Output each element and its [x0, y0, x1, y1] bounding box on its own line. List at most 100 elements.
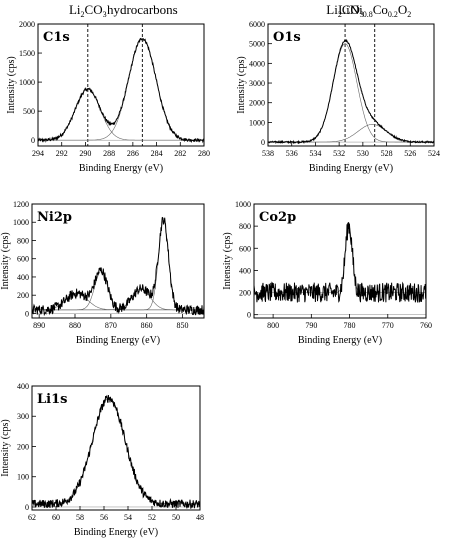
fit-component: [32, 219, 204, 311]
y-tick-label: 1000: [19, 78, 35, 87]
x-axis-title: Binding Energy (eV): [309, 163, 393, 174]
panel-ni2p: 890 880 870 860 850 0 200 400 600 800 1000 1200 Bind…: [0, 200, 205, 346]
y-tick-label: 200: [17, 291, 29, 300]
x-tick-label: 800: [267, 321, 279, 330]
x-tick-label: 62: [28, 513, 36, 522]
y-tick-label: 800: [17, 236, 29, 245]
y-tick-label: 100: [17, 473, 29, 482]
panel-label: O1s: [273, 30, 301, 45]
y-tick-label: 400: [17, 382, 29, 391]
y-tick-label: 1000: [13, 218, 29, 227]
y-tick-label: 2000: [249, 99, 265, 108]
x-tick-label: 54: [124, 513, 132, 522]
y-tick-label: 300: [17, 412, 29, 421]
spectrum-line: [32, 394, 200, 510]
x-tick-label: 760: [420, 321, 432, 330]
y-tick-label: 500: [23, 107, 35, 116]
y-tick-label: 0: [31, 136, 35, 145]
fit-component: [38, 88, 204, 141]
panel-label: Ni2p: [37, 210, 72, 225]
fit-component: [268, 124, 434, 143]
fit-component: [32, 288, 204, 311]
y-tick-label: 400: [239, 266, 251, 275]
reference-label: hydrocarbons: [107, 2, 178, 17]
x-tick-label: 60: [52, 513, 60, 522]
reference-label: LiNi0.8Co0.2O2: [338, 2, 411, 19]
panel-label: Co2p: [259, 210, 296, 225]
y-tick-label: 0: [25, 503, 29, 512]
fit-component: [268, 43, 434, 143]
y-tick-label: 2000: [19, 20, 35, 29]
panel-label: C1s: [43, 30, 70, 45]
x-axis-title: Binding Energy (eV): [74, 527, 158, 538]
x-tick-label: 286: [127, 149, 139, 158]
x-tick-label: 880: [69, 321, 81, 330]
x-tick-label: 290: [79, 149, 91, 158]
y-axis-title: Intensity (cps): [6, 56, 17, 114]
plot-frame: [31, 203, 205, 319]
panel-label: Li1s: [37, 392, 67, 407]
reference-label: Li2CO3: [69, 2, 107, 19]
x-tick-label: 860: [141, 321, 153, 330]
y-tick-label: 1500: [19, 49, 35, 58]
y-tick-label: 1200: [13, 200, 29, 209]
fit-component: [254, 224, 426, 293]
x-axis-title: Binding Energy (eV): [76, 335, 160, 346]
y-tick-label: 400: [17, 273, 29, 282]
y-tick-label: 5000: [249, 40, 265, 49]
x-tick-label: 280: [198, 149, 210, 158]
x-tick-label: 284: [151, 149, 163, 158]
y-tick-label: 200: [239, 289, 251, 298]
y-tick-label: 1000: [249, 118, 265, 127]
y-tick-label: 0: [261, 138, 265, 147]
y-tick-label: 200: [17, 442, 29, 451]
panel-li1s: 62 60 58 56 54 52 50 48 0 100 200 300 400 Binding Ene…: [0, 382, 204, 538]
x-tick-label: 528: [381, 149, 393, 158]
y-tick-label: 6000: [249, 20, 265, 29]
x-tick-label: 850: [177, 321, 189, 330]
spectrum-line: [32, 216, 204, 317]
x-tick-label: 534: [309, 149, 321, 158]
x-tick-label: 48: [196, 513, 204, 522]
y-tick-label: 3000: [249, 79, 265, 88]
y-axis-title: Intensity (cps): [0, 232, 11, 290]
y-tick-label: 1000: [235, 200, 251, 209]
y-tick-label: 600: [239, 244, 251, 253]
panel-co2p: 800 790 780 770 760 0 200 400 600 800 1000 Binding …: [222, 200, 432, 346]
x-tick-label: 780: [344, 321, 356, 330]
x-tick-label: 530: [357, 149, 369, 158]
plot-frame: [253, 203, 427, 319]
plot-frame: [31, 385, 201, 511]
panel-o1s: 538 536 534 532 530 528 526 524 0 1000 2000 3000 400…: [236, 2, 440, 174]
x-tick-label: 526: [404, 149, 416, 158]
plot-frame: [37, 23, 205, 147]
y-tick-label: 4000: [249, 59, 265, 68]
fit-component: [38, 38, 204, 141]
fit-component: [32, 293, 204, 311]
x-tick-label: 294: [32, 149, 44, 158]
y-tick-label: 0: [25, 309, 29, 318]
x-tick-label: 890: [33, 321, 45, 330]
x-tick-label: 770: [382, 321, 394, 330]
reference-label: Li2CO3: [326, 2, 364, 19]
x-axis-title: Binding Energy (eV): [298, 335, 382, 346]
x-axis-title: Binding Energy (eV): [79, 163, 163, 174]
x-tick-label: 532: [333, 149, 345, 158]
x-tick-label: 790: [305, 321, 317, 330]
spectrum-line: [254, 222, 426, 303]
y-tick-label: 800: [239, 222, 251, 231]
spectrum-line: [38, 37, 204, 144]
spectrum-line: [268, 38, 434, 145]
x-tick-label: 282: [174, 149, 186, 158]
x-tick-label: 58: [76, 513, 84, 522]
x-tick-label: 52: [148, 513, 156, 522]
y-tick-label: 600: [17, 255, 29, 264]
y-tick-label: 0: [247, 311, 251, 320]
fit-component: [32, 397, 200, 505]
plot-frame: [267, 23, 435, 147]
x-tick-label: 524: [428, 149, 440, 158]
y-axis-title: Intensity (cps): [236, 56, 247, 114]
x-tick-label: 56: [100, 513, 108, 522]
y-axis-title: Intensity (cps): [0, 419, 11, 477]
